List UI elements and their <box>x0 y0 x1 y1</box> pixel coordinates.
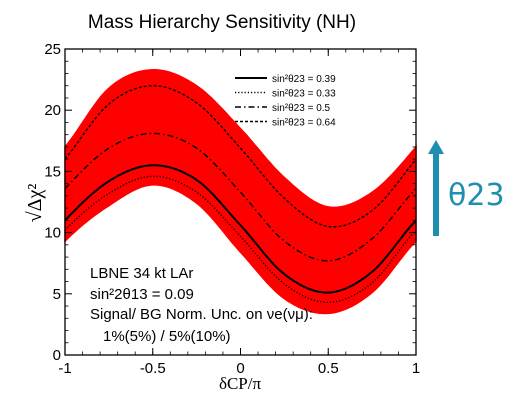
annotation-line-0: LBNE 34 kt LAr <box>90 265 193 282</box>
y-tick-label: 20 <box>44 102 61 119</box>
legend-label-0: sin²θ23 = 0.39 <box>272 74 336 85</box>
theta23-label: θ23 <box>448 178 505 213</box>
series-line-0 <box>64 164 417 294</box>
x-tick-label: -1 <box>58 360 71 377</box>
series-layer <box>64 84 417 304</box>
theta23-arrow <box>428 140 444 236</box>
x-tick-label: -0.5 <box>140 360 166 377</box>
x-tick-label: 0.5 <box>318 360 339 377</box>
annotation-line-1: sin²2θ13 = 0.09 <box>90 286 194 303</box>
legend-label-1: sin²θ23 = 0.33 <box>272 89 336 100</box>
y-axis-label: √Δχ² <box>24 184 46 223</box>
annotation-block: LBNE 34 kt LAr sin²2θ13 = 0.09 Signal/ BG … <box>90 265 313 345</box>
legend: sin²θ23 = 0.39 sin²θ23 = 0.33 sin²θ23 = 0.… <box>235 74 336 129</box>
legend-label-2: sin²θ23 = 0.5 <box>272 103 331 114</box>
legend-label-3: sin²θ23 = 0.64 <box>272 118 336 129</box>
chart-title: Mass Hierarchy Sensitivity (NH) <box>88 12 356 33</box>
y-tick-label: 0 <box>53 347 61 364</box>
annotation-line-3: 1%(5%) / 5%(10%) <box>103 328 231 345</box>
y-tick-label: 15 <box>44 163 61 180</box>
y-tick-label: 10 <box>44 225 61 242</box>
series-line-1 <box>64 175 417 304</box>
y-tick-label: 25 <box>44 41 61 58</box>
x-tick-label: 1 <box>412 360 420 377</box>
series-line-3 <box>64 84 417 228</box>
y-tick-label: 5 <box>53 286 61 303</box>
arrow-head <box>428 140 444 154</box>
x-tick-label: 0 <box>236 360 244 377</box>
y-axis-label-text: √Δχ² <box>24 184 46 223</box>
annotation-line-2: Signal/ BG Norm. Unc. on νe(νμ): <box>90 306 313 323</box>
x-axis-label: δCP/π <box>219 374 262 393</box>
